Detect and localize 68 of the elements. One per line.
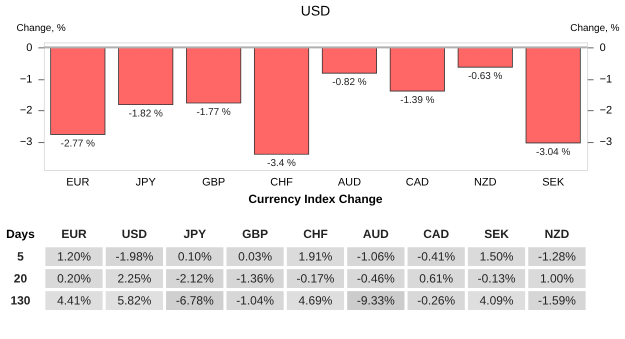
data-label: 2.25% <box>117 272 152 286</box>
y2-axis-title: Change, % <box>570 22 620 34</box>
chart-title: Currency Index Change <box>248 192 383 206</box>
x-tick-label: NZD <box>544 227 570 242</box>
data-label: -9.33% <box>356 294 396 308</box>
y-tick-label: 130 <box>10 294 31 308</box>
data-label: -0.13% <box>478 272 516 286</box>
data-label: 5.82% <box>117 294 152 308</box>
data-label: -1.98% <box>115 250 154 264</box>
data-label: -2.77 % <box>60 138 96 150</box>
data-label: 1.50% <box>480 250 514 264</box>
data-label: -2.12% <box>176 272 214 286</box>
x-tick-label: AUD <box>338 176 362 188</box>
data-label: -1.36% <box>236 272 274 286</box>
data-label: -0.63 % <box>468 71 503 82</box>
data-label: -0.82 % <box>332 77 367 88</box>
data-label: -1.39 % <box>400 95 435 106</box>
x-tick-label: CHF <box>303 227 328 242</box>
y-tick-label: 0 <box>26 42 32 54</box>
y-tick-label: 20 <box>14 272 28 286</box>
y-tick-label: −1 <box>20 73 32 86</box>
data-label: -0.46% <box>356 272 396 286</box>
data-label: -0.17% <box>296 272 335 286</box>
data-label: -1.82 % <box>128 108 164 120</box>
data-label: 1.00% <box>540 272 574 286</box>
y2-tick-label: −2 <box>600 104 612 117</box>
data-label: -1.06% <box>356 250 396 264</box>
data-label: 0.03% <box>238 250 272 264</box>
x-tick-label: SEK <box>484 227 510 242</box>
y-tick-label: 5 <box>17 250 24 264</box>
data-label: 4.41% <box>57 294 92 308</box>
data-label: -3.4 % <box>267 158 296 170</box>
data-label: -1.04% <box>236 294 274 308</box>
x-tick-label: EUR <box>66 176 90 188</box>
data-label: 0.61% <box>419 272 454 286</box>
y2-tick-label: −3 <box>600 136 612 148</box>
x-tick-label: CHF <box>270 176 294 188</box>
x-tick-label: SEK <box>542 176 565 188</box>
y-axis-title: Change, % <box>16 22 66 34</box>
y2-tick-label: 0 <box>600 42 606 54</box>
data-label: -6.78% <box>176 294 214 308</box>
data-label: -1.28% <box>538 250 576 264</box>
data-label: 1.20% <box>57 250 92 264</box>
data-label: 0.20% <box>57 272 92 286</box>
data-label: 0.10% <box>178 250 212 264</box>
data-label: -3.04 % <box>536 146 570 158</box>
y2-tick-label: −1 <box>600 73 612 86</box>
x-tick-label: EUR <box>61 227 88 242</box>
x-tick-label: JPY <box>183 227 206 242</box>
x-tick-label: CAD <box>423 227 450 242</box>
data-label: -0.41% <box>417 250 456 264</box>
data-label: 4.09% <box>480 294 514 308</box>
y-tick-label: −3 <box>20 136 32 148</box>
x-tick-label: AUD <box>362 227 390 242</box>
x-tick-label: GBP <box>202 176 226 188</box>
data-label: 4.69% <box>298 294 333 308</box>
data-label: -1.77 % <box>196 106 231 118</box>
x-tick-label: CAD <box>406 176 429 188</box>
x-tick-label: NZD <box>474 176 497 188</box>
data-label: 1.91% <box>298 250 333 264</box>
data-label: -0.26% <box>417 294 456 308</box>
y-axis-title: Days <box>6 227 36 242</box>
y-tick-label: −2 <box>20 104 32 117</box>
x-tick-label: USD <box>122 227 148 242</box>
data-label: -1.59% <box>538 294 576 308</box>
chart-title: USD <box>300 2 330 18</box>
x-tick-label: JPY <box>136 176 156 188</box>
x-tick-label: GBP <box>242 227 268 242</box>
